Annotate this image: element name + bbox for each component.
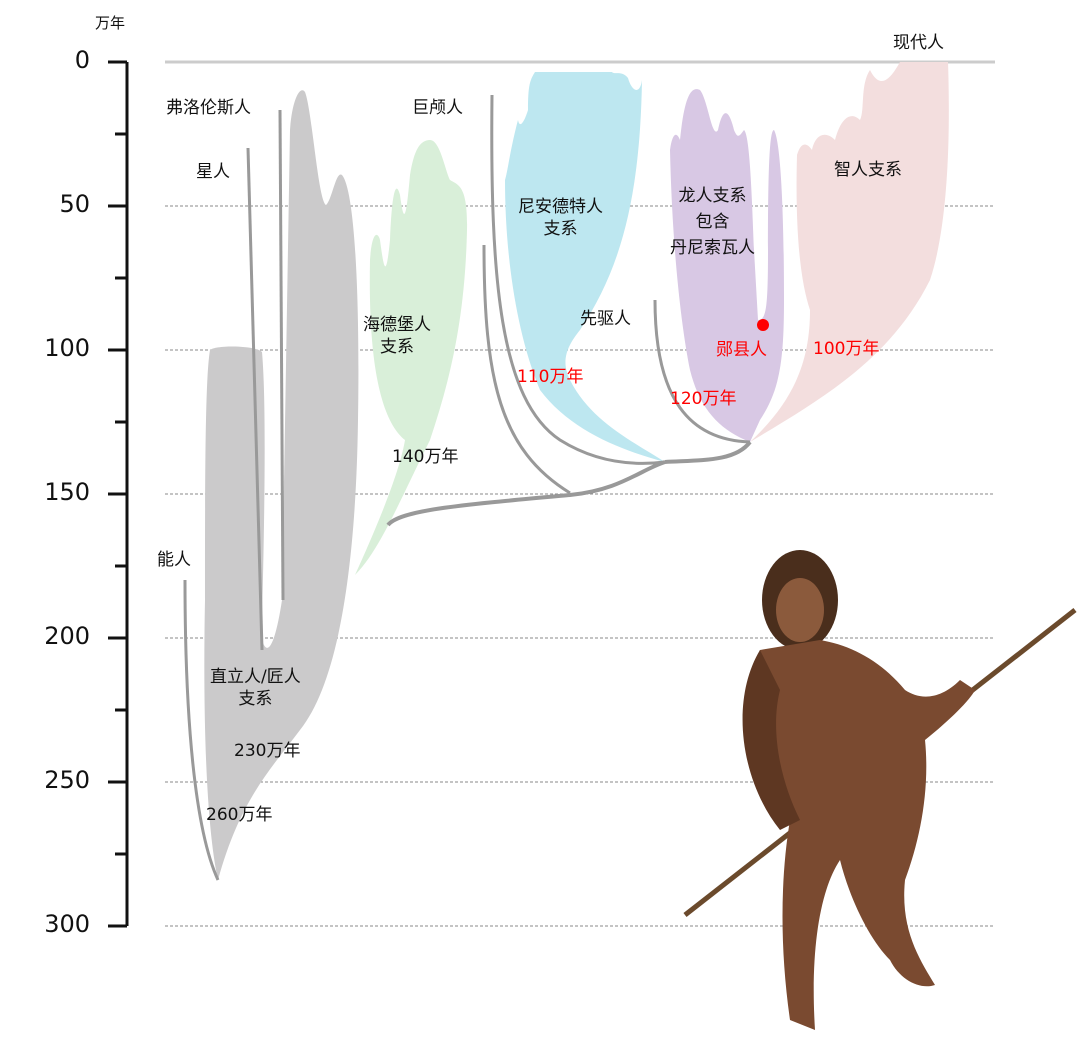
- yunxian-marker: [757, 319, 769, 331]
- axis-unit-label: 万年: [95, 14, 126, 32]
- axis-tick-150: 150: [44, 478, 90, 506]
- label-sapiens: 智人支系: [834, 160, 902, 180]
- neanderthal-clade-shape: [505, 72, 665, 462]
- antecessor-branch: [653, 299, 751, 444]
- date-habilis-260: 260万年: [206, 805, 273, 825]
- label-floresiensis: 弗洛伦斯人: [166, 98, 251, 118]
- time-axis: [108, 60, 129, 928]
- label-longi-skull: 巨颅人: [412, 98, 463, 118]
- label-habilis: 能人: [157, 550, 191, 570]
- label-dragon: 龙人支系 包含 丹尼索瓦人: [670, 186, 755, 258]
- sapiens-clade-shape: [750, 62, 949, 442]
- label-naledi: 星人: [196, 162, 230, 182]
- unnamed-branch: [482, 244, 571, 495]
- label-antecessor: 先驱人: [580, 309, 631, 329]
- axis-tick-100: 100: [44, 334, 90, 362]
- label-heidelberg: 海德堡人 支系: [363, 315, 431, 357]
- floresiensis-branch: [278, 109, 285, 601]
- erectus-clade-shape: [204, 90, 359, 880]
- axis-tick-200: 200: [44, 622, 90, 650]
- label-neanderthal: 尼安德特人 支系: [518, 197, 603, 239]
- neanderthal-dragon-branch: [664, 440, 752, 464]
- axis-tick-300: 300: [44, 910, 90, 938]
- habilis-branch: [183, 579, 220, 881]
- date-heidelberg-140: 140万年: [392, 447, 459, 467]
- date-dragon-120: 120万年: [670, 389, 737, 409]
- label-erectus: 直立人/匠人 支系: [210, 667, 301, 709]
- axis-tick-0: 0: [74, 46, 90, 74]
- heidelberg-root-branch: [386, 460, 666, 527]
- dragon-clade-shape: [670, 89, 784, 443]
- heidelberg-clade-shape: [355, 140, 468, 575]
- label-yunxian: 郧县人: [716, 340, 767, 360]
- label-modern: 现代人: [893, 33, 944, 53]
- date-sapiens-100: 100万年: [813, 339, 880, 359]
- hominin-illustration: [683, 550, 1077, 1030]
- axis-tick-50: 50: [59, 190, 90, 218]
- date-neanderthal-110: 110万年: [517, 367, 584, 387]
- naledi-branch: [246, 147, 264, 651]
- longi-skull-branch: [490, 94, 666, 465]
- date-erectus-230: 230万年: [234, 741, 301, 761]
- axis-tick-250: 250: [44, 766, 90, 794]
